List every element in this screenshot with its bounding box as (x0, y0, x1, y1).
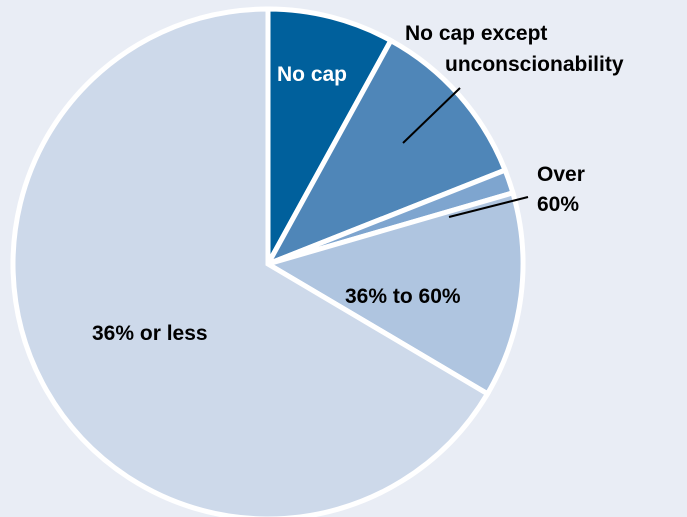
leader-line-over-60 (448, 196, 529, 218)
slice-label-no-cap-except-line1: No cap except (405, 22, 547, 45)
pie-slice-no-cap (265, 6, 395, 266)
slice-label-over-60-line1: Over (537, 163, 585, 186)
pie-slice-no-cap-except-unconscionability (262, 37, 509, 269)
pie-slices (10, 6, 526, 517)
leader-line-no-cap-except (402, 87, 461, 144)
leader-lines (402, 87, 529, 218)
slice-label-no-cap-except-line2: unconscionability (445, 53, 624, 76)
slice-label-no-cap: No cap (277, 63, 347, 86)
pie-slice-36-to-60 (261, 189, 526, 398)
pie-slice-36-or-less (10, 6, 491, 517)
slice-labels: No cap No cap except unconscionability O… (92, 22, 624, 345)
slice-label-36-or-less: 36% or less (92, 322, 208, 345)
slice-label-36-to-60: 36% to 60% (345, 285, 461, 308)
slice-label-over-60-line2: 60% (537, 193, 579, 216)
